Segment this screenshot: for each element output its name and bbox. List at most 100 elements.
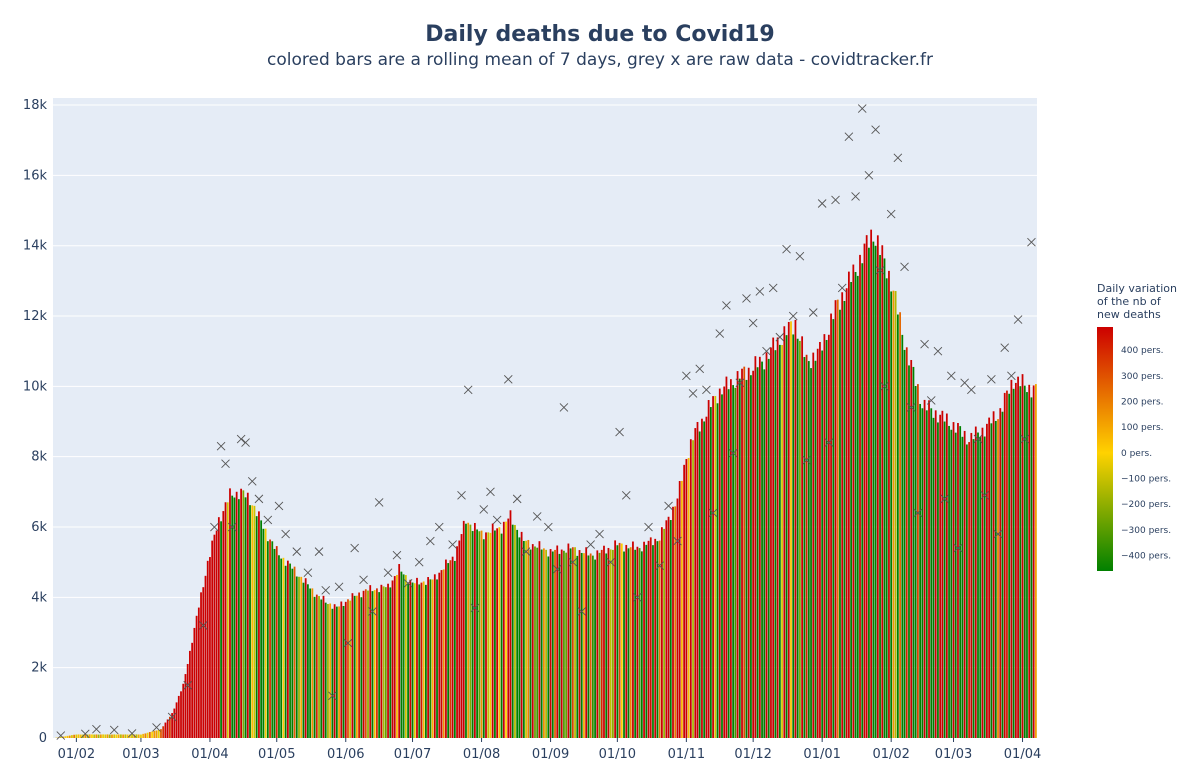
bar <box>338 606 340 738</box>
x-tick-label: 01/03 <box>935 747 972 762</box>
raw-data-marker <box>210 522 219 532</box>
bar <box>778 344 781 738</box>
bar <box>527 539 530 738</box>
bar <box>320 599 323 738</box>
bar <box>825 339 828 738</box>
bar <box>676 498 679 738</box>
bar <box>652 545 654 738</box>
bar <box>95 734 98 738</box>
bar <box>202 587 205 738</box>
bar <box>393 576 396 738</box>
raw-data-marker <box>808 308 818 317</box>
bar <box>612 549 614 738</box>
bar <box>71 735 73 738</box>
raw-data-marker <box>715 329 725 338</box>
bar <box>108 734 111 738</box>
bar <box>478 531 481 738</box>
bar <box>347 599 349 738</box>
bar <box>534 546 536 738</box>
bar <box>420 582 423 738</box>
bar <box>106 734 109 738</box>
bar <box>549 549 552 738</box>
bar <box>596 550 599 738</box>
raw-data-marker <box>871 125 880 134</box>
raw-data-marker <box>463 385 473 395</box>
bar <box>716 403 719 738</box>
bar <box>774 350 777 738</box>
bar <box>180 691 182 738</box>
bar <box>155 730 158 738</box>
bar <box>364 589 367 738</box>
bar <box>271 541 274 738</box>
bar <box>84 734 87 738</box>
bar <box>220 521 222 738</box>
raw-data-marker <box>782 244 791 254</box>
bar <box>903 349 906 738</box>
bar <box>496 528 499 738</box>
colorbar-title: Daily variation <box>1097 282 1177 295</box>
bar <box>151 731 153 738</box>
bar <box>950 429 953 738</box>
bar <box>209 557 211 738</box>
bar <box>307 584 309 738</box>
bar <box>872 241 875 738</box>
bar <box>318 596 320 738</box>
bar <box>367 590 369 738</box>
y-tick-label: 2k <box>31 661 47 676</box>
bar <box>876 235 879 738</box>
raw-data-marker <box>926 396 936 405</box>
bar <box>411 582 414 738</box>
y-tick-label: 18k <box>23 98 48 113</box>
bar <box>819 341 821 738</box>
bar <box>741 368 743 738</box>
bar <box>1032 385 1035 738</box>
bar <box>861 263 864 738</box>
raw-data-marker <box>702 385 711 395</box>
raw-data-marker <box>221 459 230 469</box>
bar <box>667 516 670 738</box>
bar <box>293 566 296 738</box>
bar <box>131 734 133 738</box>
raw-data-marker <box>1007 371 1016 381</box>
bar <box>963 430 966 738</box>
bar <box>485 532 487 738</box>
bar <box>583 553 585 738</box>
raw-data-marker <box>993 529 1003 539</box>
raw-data-marker <box>343 638 353 648</box>
bar <box>854 271 857 738</box>
bar <box>382 586 385 738</box>
raw-data-marker <box>167 712 177 722</box>
bar <box>398 564 401 738</box>
bar <box>747 367 750 738</box>
y-tick-label: 8k <box>31 450 47 465</box>
bar <box>422 581 425 738</box>
bar <box>525 540 527 738</box>
bar <box>591 555 594 738</box>
bar <box>563 550 565 738</box>
bar <box>476 529 478 738</box>
raw-data-marker <box>708 508 718 518</box>
bar <box>616 545 619 738</box>
bar <box>925 410 928 738</box>
bar <box>908 365 910 738</box>
bar <box>231 495 234 738</box>
raw-data-marker <box>906 403 916 412</box>
bar <box>999 408 1002 738</box>
bar <box>505 521 507 738</box>
bar <box>160 729 162 738</box>
x-tick-label: 01/04 <box>1004 747 1041 762</box>
bar <box>845 288 848 738</box>
bar <box>968 442 970 738</box>
bar <box>200 592 202 738</box>
bar <box>585 547 588 738</box>
y-tick-label: 16k <box>23 168 48 183</box>
raw-data-marker <box>1020 434 1030 444</box>
bar <box>1030 397 1033 738</box>
raw-data-marker <box>512 494 522 504</box>
raw-data-marker <box>92 724 101 734</box>
bar <box>578 550 581 738</box>
raw-data-marker <box>532 512 542 521</box>
bar <box>721 394 723 738</box>
bar <box>576 555 579 738</box>
bar <box>255 516 258 738</box>
